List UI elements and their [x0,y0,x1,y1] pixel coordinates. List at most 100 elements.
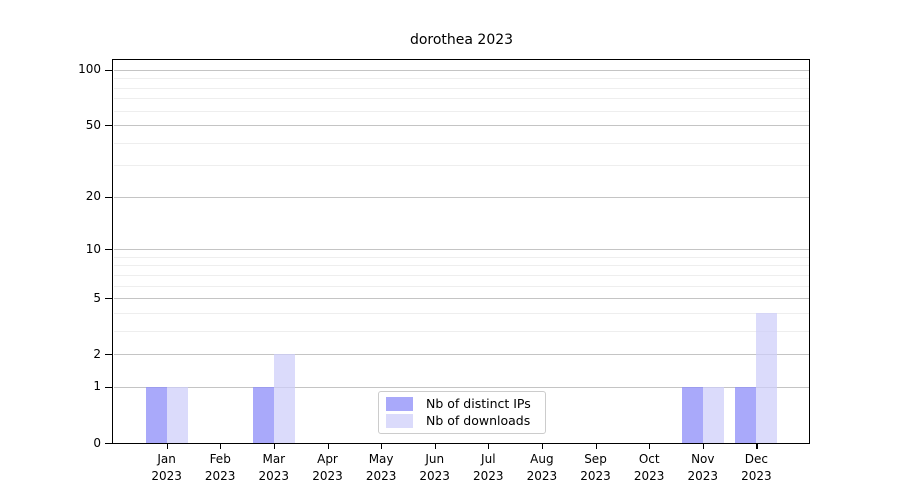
x-tick-label-line: 2023 [473,469,504,483]
x-tick-label-line: 2023 [633,469,665,483]
y-tick-label: 5 [93,290,101,305]
x-tick-mark [434,444,436,449]
y-tick-label: 2 [93,346,101,361]
y-gridline-minor [114,274,809,276]
legend-label: Nb of downloads [426,413,531,428]
y-gridline-minor [114,265,809,267]
bar-distinct-ips [681,386,703,443]
y-gridline-major [114,249,809,251]
y-tick-label: 100 [78,62,101,77]
y-gridline-major [114,125,809,126]
y-tick-mark [105,125,112,127]
x-tick-label-line: 2023 [687,469,719,483]
y-gridline-minor [114,330,809,332]
y-gridline-major [114,298,809,300]
x-tick-label-line: Apr [317,452,338,466]
x-tick-label-line: Aug [530,452,554,466]
y-tick-label: 10 [85,241,101,256]
x-tick-mark [488,444,490,449]
legend-swatch [386,397,413,411]
bar-downloads [273,354,295,443]
y-tick-label: 1 [93,379,101,394]
x-tick-label: Nov 2023 [675,451,731,485]
legend-item: Nb of distinct IPs [386,397,537,411]
y-gridline-major [114,354,809,356]
y-gridline-minor [114,98,809,100]
x-tick-label: Jul 2023 [460,451,516,485]
plot-area [112,59,810,444]
y-gridline-minor [114,312,809,314]
y-gridline-minor [114,142,809,144]
x-tick-label-line: 2023 [419,469,450,483]
y-tick-mark [105,386,112,389]
x-tick-mark [220,444,222,449]
y-tick-mark [105,249,112,251]
y-gridline-minor [114,285,809,287]
x-tick-mark [702,444,704,449]
chart-title: dorothea 2023 [409,32,514,48]
x-tick-label: Aug 2023 [514,451,570,485]
x-tick-mark [649,444,651,449]
y-tick-label: 20 [85,189,101,204]
bar-downloads [756,312,778,443]
bar-downloads [702,386,724,443]
x-tick-label: Apr 2023 [300,451,356,485]
y-tick-label: 50 [85,117,101,132]
y-gridline-minor [114,78,809,80]
legend-swatch [386,414,413,428]
x-tick-label: Jan 2023 [139,451,195,485]
x-tick-mark [273,444,275,449]
y-gridline-minor [114,110,809,112]
bar-distinct-ips [252,386,274,443]
y-gridline-major [114,386,809,388]
x-tick-mark [756,444,758,449]
bar-downloads [166,386,188,443]
x-tick-mark [327,444,329,449]
x-tick-label: Jun 2023 [407,451,463,485]
x-tick-label-line: Jun [425,452,445,466]
y-gridline-major [114,69,809,71]
x-tick-label: Sep 2023 [568,451,624,485]
x-tick-label-line: Jan [157,452,176,466]
x-tick-label-line: Nov [691,452,715,466]
y-tick-mark [105,443,112,445]
x-tick-label-line: 2023 [312,469,343,483]
x-tick-mark [541,444,544,449]
legend-item: Nb of downloads [386,414,537,428]
x-tick-label-line: Sep [584,452,607,466]
y-tick-mark [105,196,112,198]
x-tick-label-line: 2023 [741,469,772,483]
x-tick-mark [381,444,383,449]
x-tick-label-line: Dec [744,452,768,466]
legend-label: Nb of distinct IPs [426,396,531,411]
x-tick-label-line: 2023 [258,469,290,483]
x-tick-label-line: 2023 [151,469,182,483]
x-tick-label-line: Jul [481,452,496,466]
x-tick-label-line: 2023 [365,469,397,483]
x-tick-label-line: May [368,452,394,466]
y-gridline-minor [114,165,809,167]
x-tick-mark [166,444,168,449]
bar-distinct-ips [735,386,757,443]
x-tick-label: Dec 2023 [728,451,784,485]
legend: Nb of distinct IPs Nb of downloads [378,391,546,434]
x-tick-label: Mar 2023 [246,451,302,485]
x-tick-label-line: 2023 [526,469,558,483]
y-tick-label: 0 [93,435,101,450]
x-tick-label: Oct 2023 [621,451,677,485]
x-tick-mark [595,444,597,449]
y-gridline-major [114,196,809,198]
x-tick-label-line: 2023 [204,469,236,483]
x-tick-label: Feb 2023 [192,451,248,485]
x-tick-label-line: Feb [209,452,231,466]
x-tick-label-line: 2023 [580,469,611,483]
x-tick-label-line: Oct [638,452,660,466]
bar-distinct-ips [145,386,167,443]
y-tick-mark [105,69,112,71]
y-tick-mark [105,354,112,356]
x-tick-label-line: Mar [262,452,286,466]
y-gridline-minor [114,256,809,258]
x-tick-label: May 2023 [353,451,409,485]
y-gridline-minor [114,87,809,89]
